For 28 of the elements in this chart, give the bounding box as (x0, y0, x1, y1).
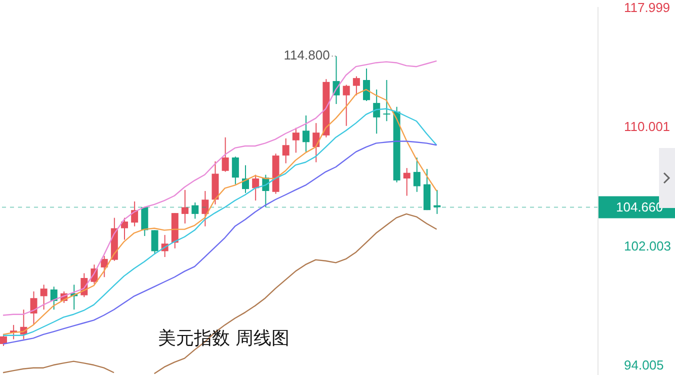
candlestick (192, 202, 199, 220)
candlestick (342, 84, 350, 126)
candlestick (222, 136, 229, 172)
candlestick (30, 290, 38, 326)
candlestick (282, 138, 290, 164)
candlestick (151, 230, 158, 255)
line-series (2, 60, 438, 316)
candlestick (40, 284, 48, 310)
y-tick-label: 110.001 (624, 119, 670, 134)
candlestick (202, 190, 209, 227)
candlestick (373, 89, 380, 134)
candlestick (413, 157, 420, 192)
candlestick (363, 68, 370, 102)
candlestick (383, 80, 390, 122)
candlestick (312, 122, 320, 163)
candlestick (252, 174, 260, 202)
candlestick (50, 286, 58, 310)
y-tick-label: 102.003 (624, 238, 671, 254)
annotation: 114.800 (284, 48, 330, 63)
candlestick (403, 168, 410, 196)
candlestick (292, 127, 300, 154)
y-tick-label: 117.999 (624, 0, 670, 15)
candlestick (302, 114, 310, 152)
candlestick (352, 76, 360, 96)
candlestick (141, 206, 148, 236)
y-tick-label: 94.005 (624, 357, 664, 372)
candlestick (232, 156, 239, 185)
candlestick (182, 189, 188, 224)
